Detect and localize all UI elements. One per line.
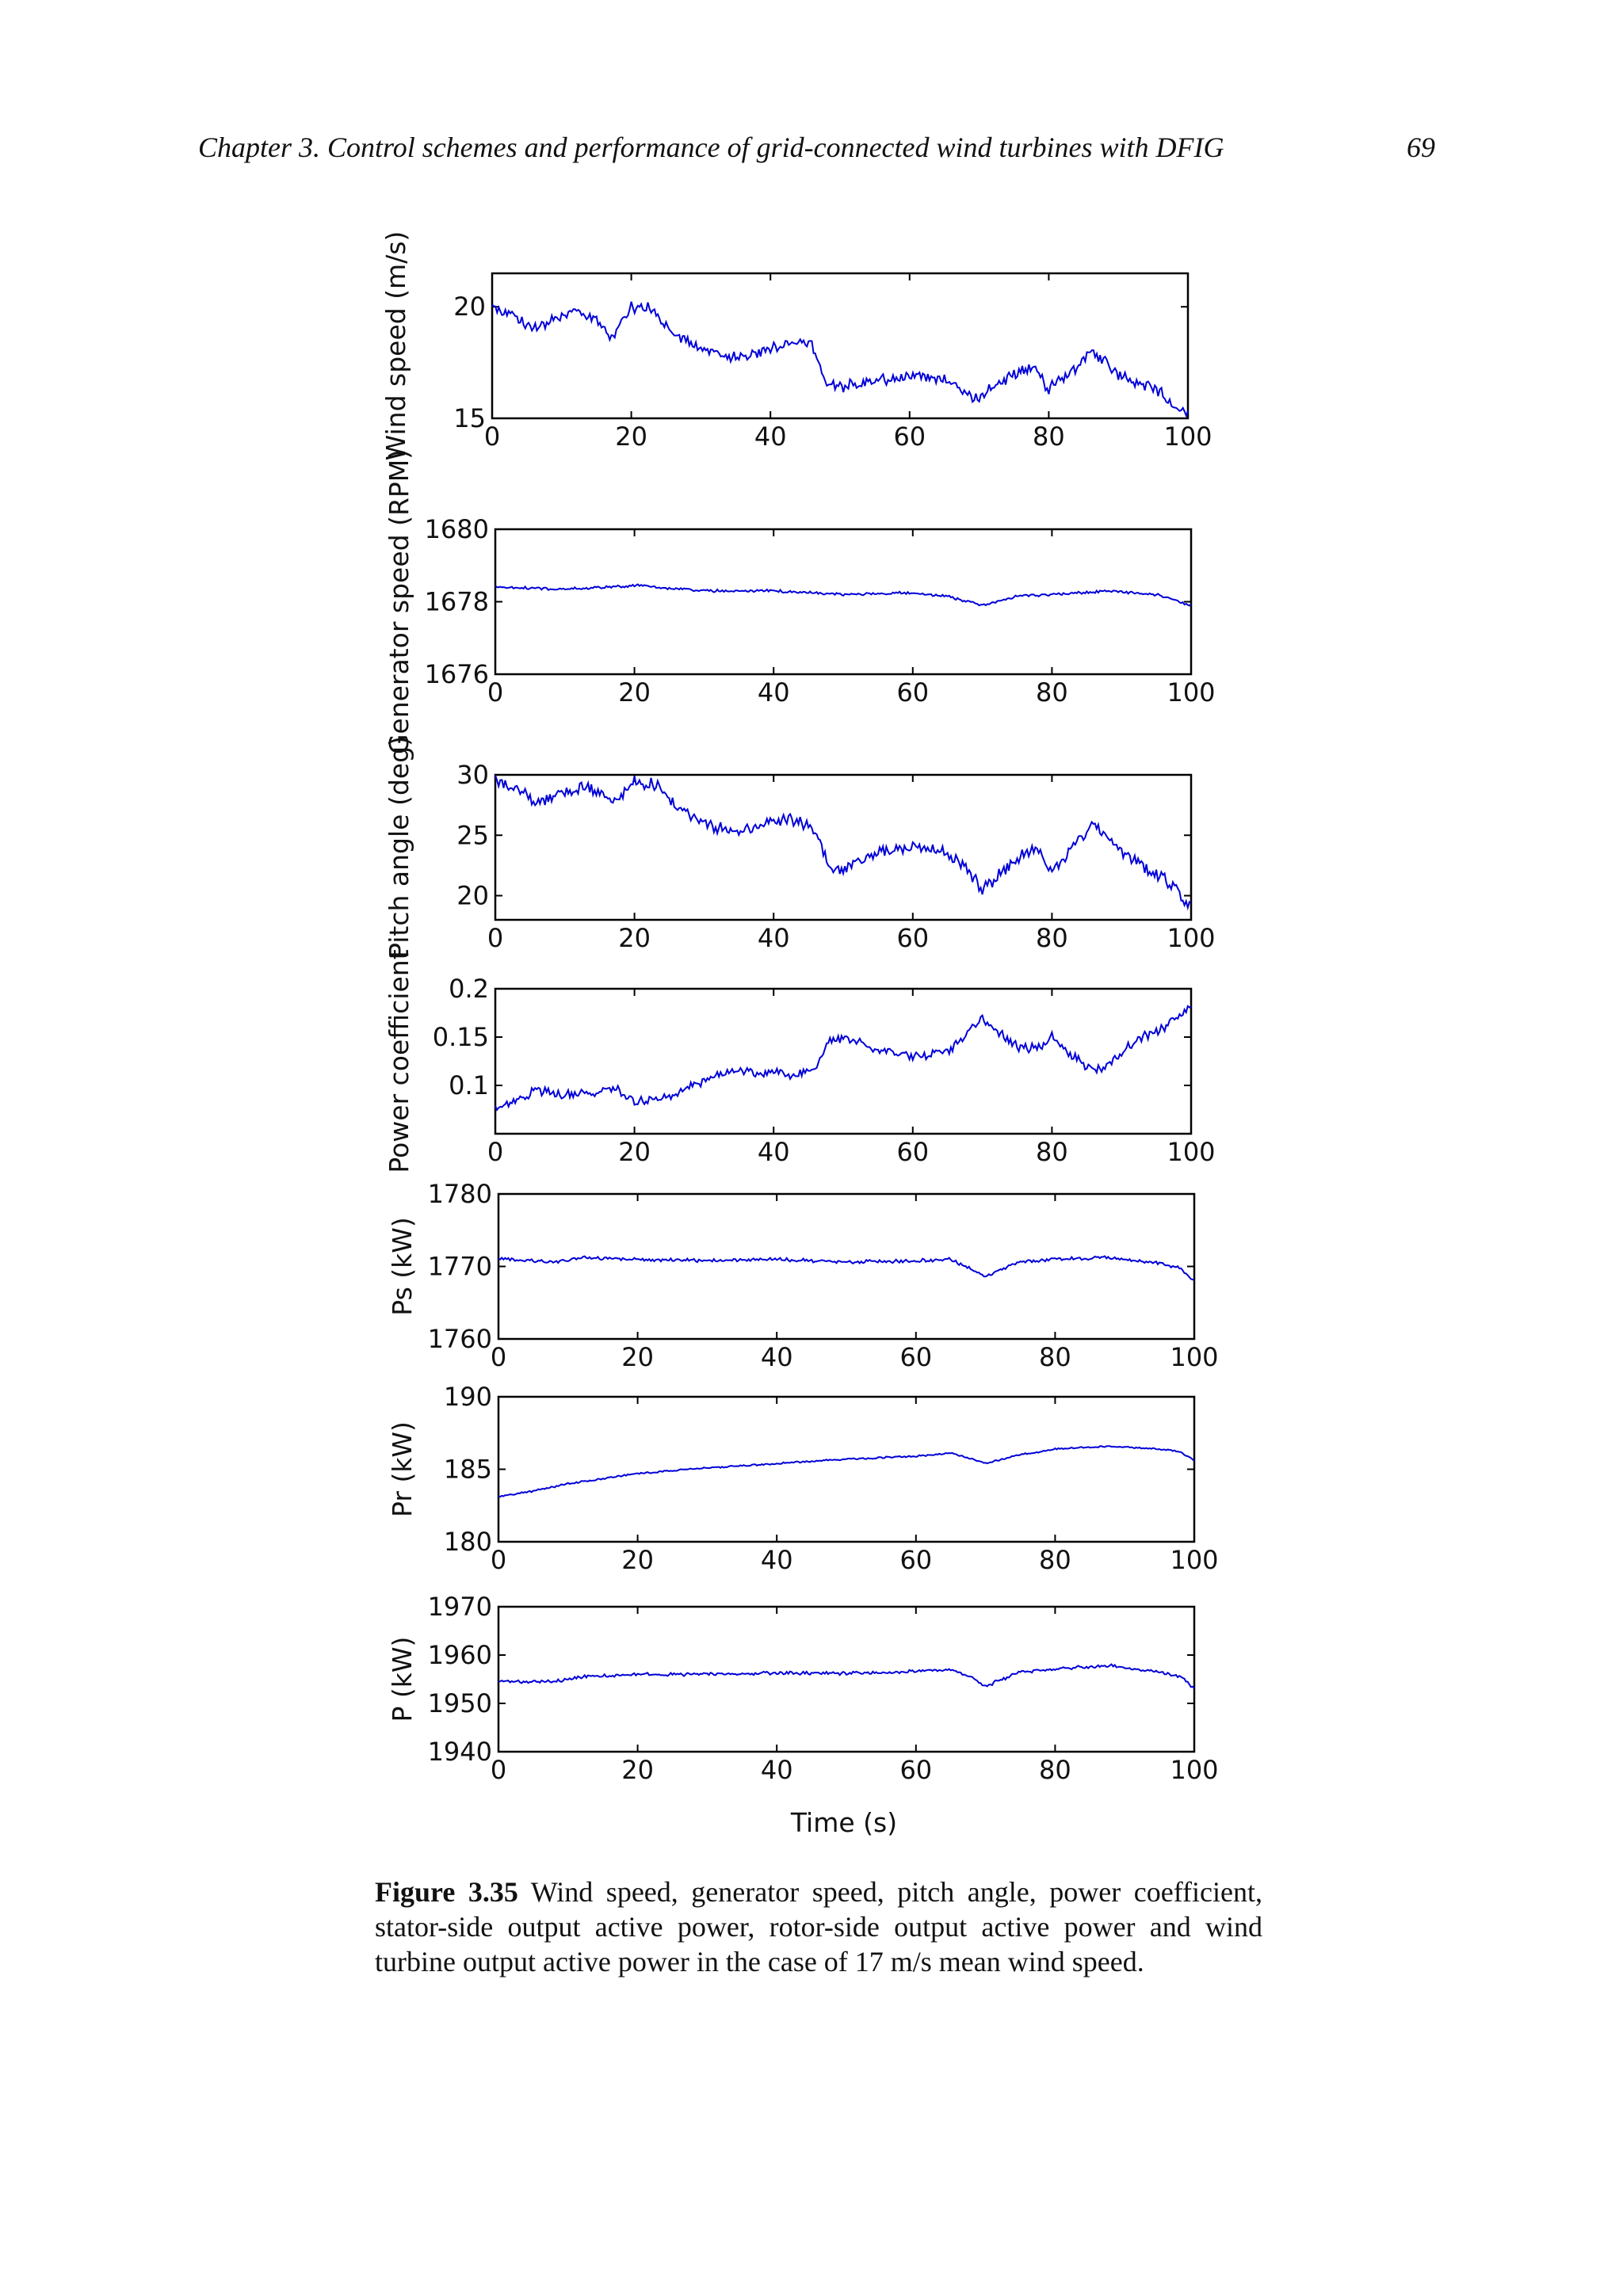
y-axis-label: Pitch angle (deg) xyxy=(384,736,414,959)
page-number: 69 xyxy=(1407,132,1435,163)
x-tick-label: 20 xyxy=(618,677,651,707)
series-line xyxy=(495,775,1192,911)
axes-frame xyxy=(494,773,1193,921)
subplot-3: 0 20 40 60 80 100 20 25 30 Pitch angle (deg) xyxy=(384,736,1216,959)
x-tick-label: 40 xyxy=(761,1545,793,1575)
axes-frame xyxy=(497,1192,1196,1341)
running-header: Chapter 3. Control schemes and performan… xyxy=(0,131,1623,178)
x-axis-label: Time (s) xyxy=(790,1807,897,1838)
y-tick-label: 1760 xyxy=(428,1324,492,1354)
x-tick-label: 0 xyxy=(487,923,503,953)
x-tick-label: 100 xyxy=(1170,1755,1218,1785)
y-tick-label: 190 xyxy=(444,1382,492,1412)
x-tick-label: 60 xyxy=(899,1755,932,1785)
x-tick-label: 40 xyxy=(758,677,790,707)
x-tick-label: 60 xyxy=(899,1545,932,1575)
x-tick-label: 80 xyxy=(1036,677,1068,707)
y-tick-label: 1970 xyxy=(428,1592,492,1622)
x-tick-label: 40 xyxy=(761,1342,793,1372)
y-axis-label: P (kW) xyxy=(387,1637,418,1722)
series-line xyxy=(498,1663,1195,1689)
series-line xyxy=(498,1445,1195,1498)
x-tick-label: 80 xyxy=(1033,421,1065,452)
y-axis-label: Pr (kW) xyxy=(387,1421,418,1517)
subplot-6: 0 20 40 60 80 100 180 185 190 Pr (kW) xyxy=(387,1382,1219,1575)
x-tick-label: 40 xyxy=(758,1137,790,1167)
y-axis-label: Power coefficient xyxy=(384,949,414,1173)
subplot-7: 0 20 40 60 80 100 1940 1950 1960 1970 P (kW) xyxy=(387,1592,1219,1785)
x-tick-label: 20 xyxy=(618,923,651,953)
running-title: Chapter 3. Control schemes and performan… xyxy=(198,132,1224,163)
x-tick-label: 0 xyxy=(487,677,503,707)
x-tick-label: 0 xyxy=(487,1137,503,1167)
x-tick-label: 60 xyxy=(896,1137,929,1167)
y-tick-label: 1950 xyxy=(428,1688,492,1718)
y-tick-label: 1960 xyxy=(428,1640,492,1670)
x-tick-label: 80 xyxy=(1039,1755,1071,1785)
x-tick-label: 0 xyxy=(491,1342,506,1372)
x-tick-label: 20 xyxy=(621,1545,654,1575)
axes-frame xyxy=(494,987,1193,1135)
y-tick-label: 1940 xyxy=(428,1737,492,1767)
x-tick-label: 80 xyxy=(1039,1342,1071,1372)
axes-frame xyxy=(494,528,1193,676)
y-tick-label: 0.15 xyxy=(433,1022,489,1052)
subplot-5: 0 20 40 60 80 100 1760 1770 1780 Ps (kW) xyxy=(387,1179,1219,1372)
axes-frame xyxy=(497,1605,1196,1753)
x-tick-label: 40 xyxy=(761,1755,793,1785)
x-tick-label: 100 xyxy=(1170,1342,1218,1372)
x-tick-label: 20 xyxy=(621,1342,654,1372)
y-tick-label: 1678 xyxy=(425,587,489,617)
y-axis-label: Ps (kW) xyxy=(387,1217,418,1316)
series-line xyxy=(498,1255,1195,1281)
y-axis-label: Generator speed (RPM) xyxy=(384,449,414,754)
x-tick-label: 60 xyxy=(896,923,929,953)
x-tick-label: 20 xyxy=(618,1137,651,1167)
x-tick-label: 20 xyxy=(615,421,647,452)
x-tick-label: 100 xyxy=(1163,421,1212,452)
x-tick-label: 80 xyxy=(1039,1545,1071,1575)
y-tick-label: 15 xyxy=(453,403,486,433)
y-tick-label: 1780 xyxy=(428,1179,492,1209)
y-tick-label: 20 xyxy=(453,292,486,322)
y-tick-label: 20 xyxy=(456,881,489,911)
y-tick-label: 30 xyxy=(456,760,489,790)
figure-caption-label: Figure 3.35 xyxy=(375,1876,518,1908)
series-line xyxy=(495,583,1192,607)
figure-caption-text: Wind speed, generator speed, pitch angle… xyxy=(375,1876,1262,1978)
y-axis-label: Wind speed (m/s) xyxy=(380,231,411,461)
x-tick-label: 100 xyxy=(1170,1545,1218,1575)
axes-frame xyxy=(497,1395,1196,1543)
x-tick-label: 100 xyxy=(1167,1137,1215,1167)
subplot-4: 0 20 40 60 80 100 0.1 0.15 0.2 Power coefficient xyxy=(384,949,1216,1173)
subplot-2: 0 20 40 60 80 100 1676 1678 1680 Generator speed … xyxy=(384,449,1216,754)
x-tick-label: 60 xyxy=(896,677,929,707)
y-tick-label: 185 xyxy=(444,1455,492,1485)
x-tick-label: 0 xyxy=(484,421,500,452)
axes-frame xyxy=(491,272,1190,420)
x-tick-label: 20 xyxy=(621,1755,654,1785)
y-tick-label: 180 xyxy=(444,1527,492,1557)
y-tick-label: 25 xyxy=(456,820,489,850)
x-tick-label: 80 xyxy=(1036,1137,1068,1167)
series-line xyxy=(491,301,1189,418)
series-line xyxy=(495,1005,1192,1112)
x-tick-label: 40 xyxy=(758,923,790,953)
x-tick-label: 60 xyxy=(893,421,926,452)
y-tick-label: 0.2 xyxy=(449,974,489,1004)
x-tick-label: 0 xyxy=(491,1755,506,1785)
x-tick-label: 40 xyxy=(754,421,787,452)
subplot-1: 0 20 40 60 80 100 15 20 Wind speed (m/s) xyxy=(380,231,1212,461)
x-tick-label: 100 xyxy=(1167,677,1215,707)
x-tick-label: 60 xyxy=(899,1342,932,1372)
x-tick-label: 80 xyxy=(1036,923,1068,953)
y-tick-label: 1676 xyxy=(425,659,489,689)
y-tick-label: 0.1 xyxy=(449,1070,489,1100)
x-tick-label: 100 xyxy=(1167,923,1215,953)
y-tick-label: 1680 xyxy=(425,514,489,544)
figure-caption: Figure 3.35 Wind speed, generator speed,… xyxy=(375,1875,1262,1979)
y-tick-label: 1770 xyxy=(428,1252,492,1282)
x-tick-label: 0 xyxy=(491,1545,506,1575)
